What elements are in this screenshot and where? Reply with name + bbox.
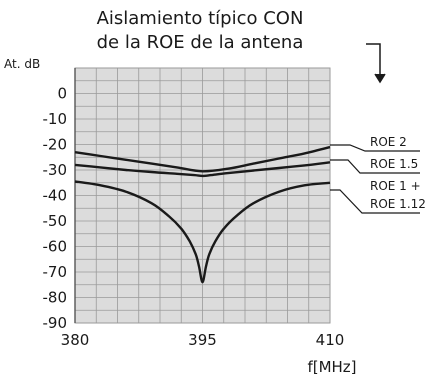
legend-leader-roe112 (330, 189, 420, 214)
y-tick-label: -50 (43, 212, 68, 230)
y-axis-label: At. dB (4, 57, 40, 71)
y-tick-label: -90 (43, 314, 68, 332)
y-tick-labels: 0 -10 -20 -30 -40 -50 -60 -70 -80 -90 (43, 85, 68, 333)
y-tick-label: -20 (43, 136, 68, 154)
legend-label-roe2: ROE 2 (370, 135, 407, 149)
x-tick-labels: 380 395 410 (61, 331, 345, 349)
chart-title-line-1: Aislamiento típico CON (97, 8, 304, 29)
legend-label-roe15: ROE 1.5 (370, 157, 418, 171)
legend-label-roe112: ROE 1.12 (370, 197, 426, 211)
y-tick-label: -80 (43, 289, 68, 307)
legend-leader-roe15 (330, 159, 420, 174)
y-tick-label: -70 (43, 263, 68, 281)
y-tick-label: 0 (57, 85, 67, 103)
legend-label-roe1: ROE 1 + (370, 179, 421, 193)
y-tick-label: -60 (43, 238, 68, 256)
series-line-2 (74, 180, 331, 284)
series-line-0 (74, 145, 331, 173)
grid (74, 67, 331, 324)
y-tick-label: -30 (43, 161, 68, 179)
series-lines (74, 145, 331, 284)
y-tick-label: -10 (43, 110, 68, 128)
legend-leader-roe2 (330, 144, 420, 152)
legend (330, 144, 420, 214)
x-tick-label: 410 (316, 331, 345, 349)
y-tick-label: -40 (43, 187, 68, 205)
x-axis-label: f[MHz] (307, 358, 356, 376)
x-tick-label: 395 (188, 331, 217, 349)
chart-title-line-2: de la ROE de la antena (97, 32, 304, 53)
series-line-1 (74, 161, 331, 178)
x-tick-label: 380 (61, 331, 90, 349)
down-arrow-icon (366, 43, 386, 84)
